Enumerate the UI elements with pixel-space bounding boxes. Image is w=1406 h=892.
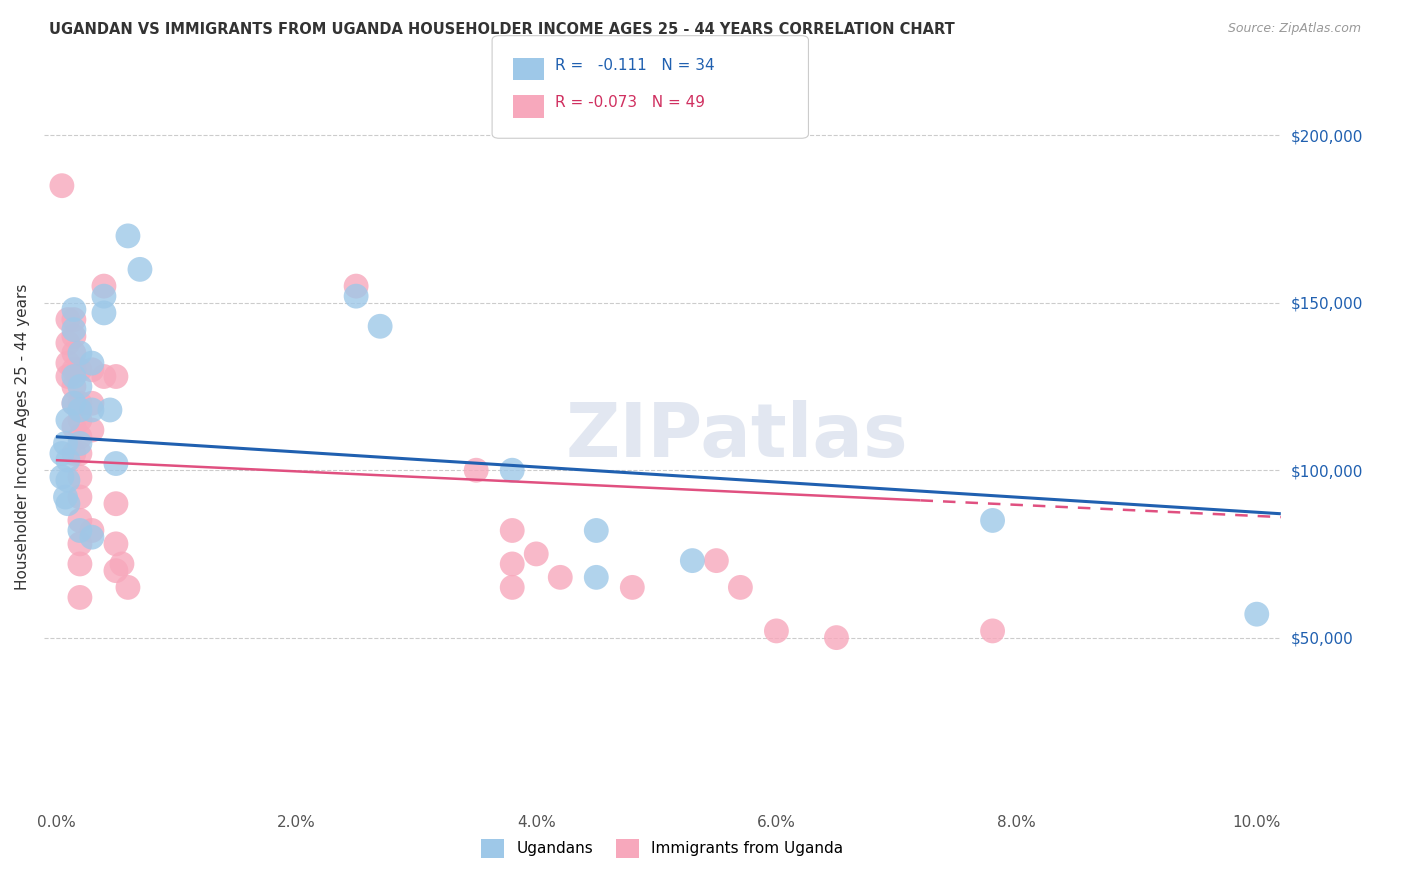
Point (93, 279, 115, 293)
Point (56, 312, 79, 326)
Point (501, 557, 523, 571)
Point (51, 178, 73, 193)
Point (981, 624, 1004, 638)
Text: R = -0.073   N = 49: R = -0.073 N = 49 (555, 95, 706, 110)
Point (501, 463, 523, 477)
Point (69, 524, 91, 538)
Point (63, 446, 86, 460)
Point (98, 403, 121, 417)
Point (104, 537, 127, 551)
Point (69, 436, 91, 450)
Point (111, 557, 134, 571)
Point (56, 413, 79, 427)
Point (765, 624, 787, 638)
Point (80, 524, 103, 538)
Point (55, 436, 77, 450)
Legend: Ugandans, Immigrants from Uganda: Ugandans, Immigrants from Uganda (475, 833, 849, 863)
Point (69, 363, 91, 377)
Point (63, 396, 86, 410)
Point (51, 470, 73, 484)
Point (344, 279, 367, 293)
Point (56, 369, 79, 384)
Point (63, 323, 86, 337)
Point (69, 470, 91, 484)
Point (63, 379, 86, 393)
Point (501, 581, 523, 595)
Point (104, 497, 127, 511)
Point (63, 329, 86, 343)
Text: Source: ZipAtlas.com: Source: ZipAtlas.com (1227, 22, 1361, 36)
Point (706, 553, 728, 567)
Point (585, 524, 607, 538)
Point (56, 356, 79, 370)
Point (63, 346, 86, 360)
Point (93, 306, 115, 320)
Point (825, 631, 848, 645)
Point (93, 369, 115, 384)
Point (56, 497, 79, 511)
Point (69, 513, 91, 527)
Point (69, 430, 91, 444)
Point (730, 581, 752, 595)
Point (93, 289, 115, 303)
Point (69, 557, 91, 571)
Point (69, 537, 91, 551)
Point (548, 570, 571, 584)
Point (465, 463, 488, 477)
Point (63, 419, 86, 434)
Point (104, 457, 127, 471)
Point (80, 530, 103, 544)
Point (117, 228, 139, 243)
Point (55, 490, 77, 504)
Point (524, 547, 547, 561)
Point (501, 524, 523, 538)
Point (69, 413, 91, 427)
Point (63, 312, 86, 326)
Point (69, 490, 91, 504)
Point (63, 363, 86, 377)
Point (80, 403, 103, 417)
Point (368, 319, 391, 334)
Point (63, 369, 86, 384)
Point (63, 302, 86, 317)
Point (69, 403, 91, 417)
Text: R =   -0.111   N = 34: R = -0.111 N = 34 (555, 58, 716, 72)
Point (981, 513, 1004, 527)
Point (63, 396, 86, 410)
Point (56, 453, 79, 467)
Point (681, 553, 703, 567)
Point (129, 262, 152, 277)
Point (621, 581, 644, 595)
Point (80, 423, 103, 437)
Point (56, 336, 79, 351)
Text: UGANDAN VS IMMIGRANTS FROM UGANDA HOUSEHOLDER INCOME AGES 25 - 44 YEARS CORRELAT: UGANDAN VS IMMIGRANTS FROM UGANDA HOUSEH… (49, 22, 955, 37)
Point (56, 473, 79, 487)
Point (104, 564, 127, 578)
Point (104, 369, 127, 384)
Point (51, 446, 73, 460)
Point (80, 356, 103, 370)
Point (69, 379, 91, 393)
Point (344, 289, 367, 303)
Point (585, 570, 607, 584)
Point (117, 581, 139, 595)
Point (69, 446, 91, 460)
Text: ZIPatlas: ZIPatlas (565, 401, 908, 474)
Point (69, 346, 91, 360)
Point (69, 396, 91, 410)
Point (1246, 607, 1268, 622)
Point (80, 396, 103, 410)
Point (80, 363, 103, 377)
Point (69, 591, 91, 605)
Y-axis label: Householder Income Ages 25 - 44 years: Householder Income Ages 25 - 44 years (15, 284, 30, 590)
